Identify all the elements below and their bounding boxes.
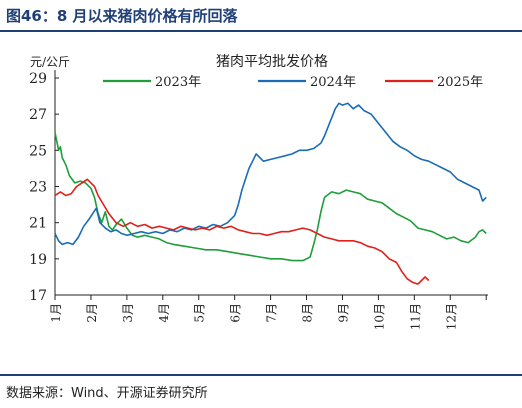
y-tick-label: 19 <box>29 252 47 268</box>
x-tick-label: 3月 <box>121 303 135 323</box>
x-tick-label: 7月 <box>265 303 279 323</box>
legend-label-2023年: 2023年 <box>155 75 201 90</box>
x-tick-label: 11月 <box>408 303 422 330</box>
x-tick-label: 10月 <box>372 303 386 330</box>
y-tick-label: 25 <box>29 143 47 159</box>
y-tick-label: 29 <box>29 71 47 87</box>
y-axis-label: 元/公斤 <box>30 55 70 69</box>
chart-title: 猪肉平均批发价格 <box>216 54 328 70</box>
y-tick-label: 27 <box>29 107 47 123</box>
series-line-2025年 <box>54 178 430 285</box>
header-rule <box>0 30 522 32</box>
y-tick-label: 17 <box>29 288 47 304</box>
x-tick-label: 9月 <box>336 303 350 323</box>
footer-rule <box>0 374 522 376</box>
x-tick-label: 5月 <box>193 303 207 323</box>
y-tick-label: 23 <box>29 180 47 196</box>
x-tick-label: 4月 <box>157 303 171 323</box>
series-line-2023年 <box>54 132 487 262</box>
figure-header: 图46：8 月以来猪肉价格有所回落 <box>0 0 522 32</box>
x-tick-label: 2月 <box>85 303 99 323</box>
price-line-chart: 17 19 21 23 25 27 29 1月 2月 3月 4月 5月 6月 7月 8月 9月 10月 11月 12… <box>29 54 488 330</box>
x-tick-label: 1月 <box>49 303 63 323</box>
x-tick-label: 6月 <box>229 303 243 323</box>
x-tick-label: 8月 <box>301 303 315 323</box>
y-tick-label: 21 <box>29 216 47 232</box>
x-tick-label: 12月 <box>444 303 458 330</box>
series-line-2024年 <box>54 102 487 246</box>
data-source: 数据来源：Wind、开源证券研究所 <box>6 386 208 401</box>
legend-label-2025年: 2025年 <box>437 75 483 90</box>
figure-title: 图46：8 月以来猪肉价格有所回落 <box>6 7 238 25</box>
legend-label-2024年: 2024年 <box>310 75 356 90</box>
